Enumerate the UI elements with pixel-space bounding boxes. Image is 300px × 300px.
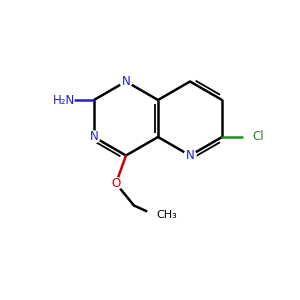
Circle shape (244, 129, 260, 145)
Circle shape (184, 149, 196, 161)
Text: O: O (111, 177, 121, 190)
Circle shape (120, 76, 132, 88)
Text: N: N (89, 130, 98, 143)
Circle shape (147, 206, 165, 224)
Text: H₂N: H₂N (53, 94, 75, 106)
Text: N: N (122, 75, 130, 88)
Text: CH₃: CH₃ (156, 211, 177, 220)
Circle shape (54, 90, 74, 110)
Text: Cl: Cl (252, 130, 264, 143)
Text: N: N (186, 149, 194, 162)
Circle shape (88, 131, 100, 143)
Circle shape (110, 178, 122, 190)
